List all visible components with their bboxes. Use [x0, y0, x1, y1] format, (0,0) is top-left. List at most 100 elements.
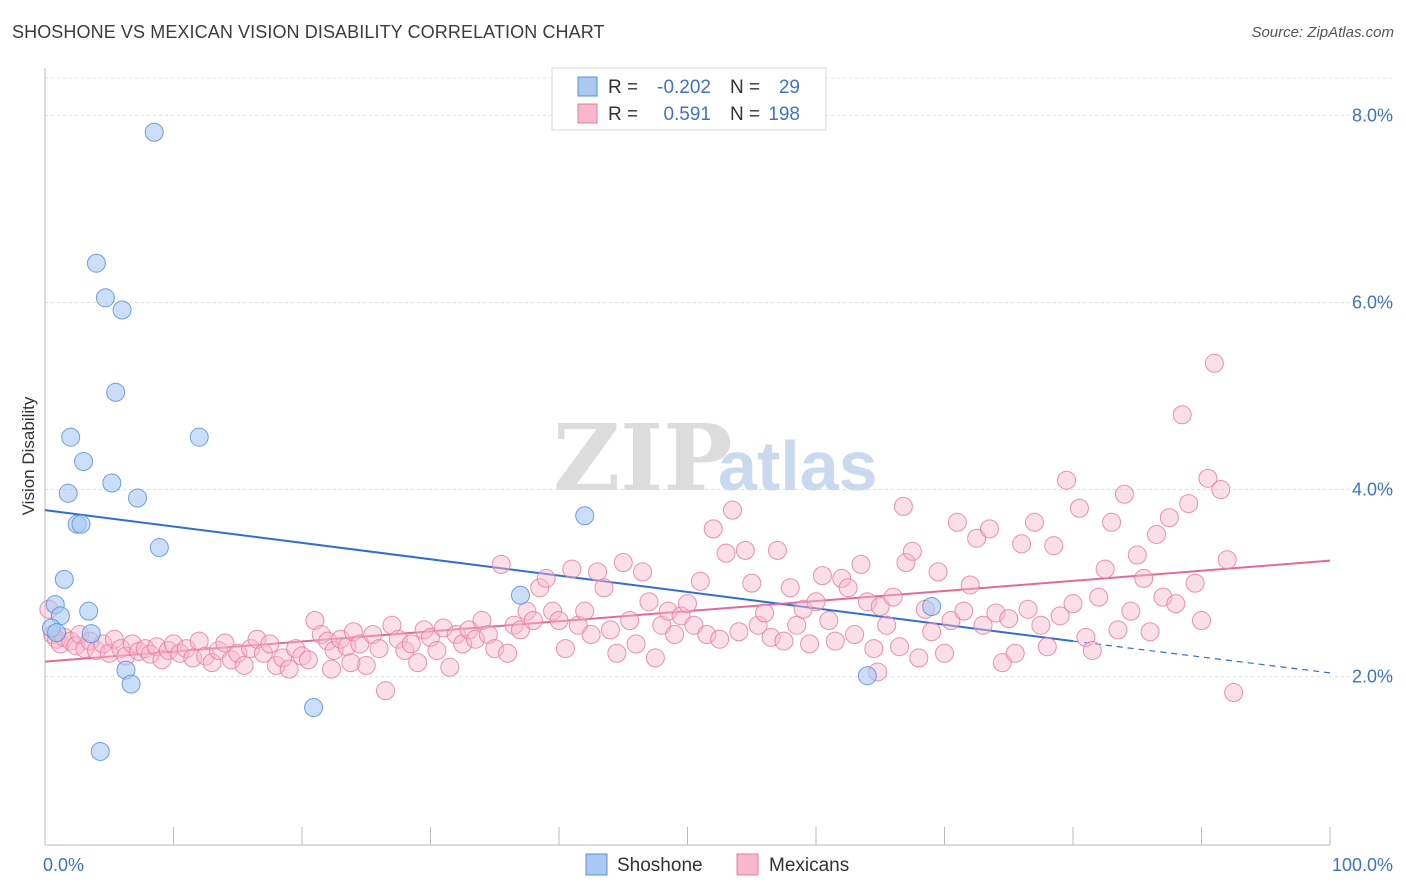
point-mexicans: [1082, 640, 1102, 660]
point-mexicans: [909, 648, 929, 668]
legend-n-label: N =: [730, 77, 760, 98]
x-tick-label: 0.0%: [43, 855, 84, 875]
point-mexicans: [979, 519, 999, 539]
point-mexicans: [665, 625, 685, 645]
legend-r-value: 0.591: [663, 104, 711, 125]
point-mexicans: [247, 629, 267, 649]
point-mexicans: [273, 648, 293, 668]
point-mexicans: [140, 644, 160, 664]
point-mexicans: [427, 640, 447, 660]
point-mexicans: [581, 625, 601, 645]
point-shoshone: [95, 288, 115, 308]
point-mexicans: [1172, 405, 1192, 425]
point-mexicans: [350, 634, 370, 654]
point-mexicans: [594, 578, 614, 598]
point-mexicans: [1114, 484, 1134, 504]
point-mexicans: [652, 615, 672, 635]
point-mexicans: [1179, 494, 1199, 514]
point-mexicans: [671, 606, 691, 626]
legend-r-value: -0.202: [657, 77, 711, 98]
point-mexicans: [870, 596, 890, 616]
point-shoshone: [128, 488, 148, 508]
point-mexicans: [992, 653, 1012, 673]
point-mexicans: [896, 553, 916, 573]
point-mexicans: [658, 601, 678, 621]
point-mexicans: [633, 562, 653, 582]
point-mexicans: [1198, 468, 1218, 488]
point-mexicans: [1121, 601, 1141, 621]
legend-swatch-shoshone: [585, 853, 608, 876]
point-mexicans: [973, 615, 993, 635]
point-mexicans: [832, 568, 852, 588]
point-mexicans: [104, 629, 124, 649]
legend-swatch-mexicans: [736, 853, 759, 876]
y-tick-label: 2.0%: [1352, 667, 1393, 687]
point-mexicans: [626, 634, 646, 654]
data-points: [39, 122, 1244, 761]
point-shoshone: [112, 300, 132, 320]
point-mexicans: [819, 611, 839, 631]
point-mexicans: [208, 640, 228, 660]
point-shoshone: [90, 741, 110, 761]
point-mexicans: [1012, 534, 1032, 554]
point-mexicans: [787, 615, 807, 635]
point-mexicans: [382, 615, 402, 635]
point-mexicans: [893, 496, 913, 516]
point-mexicans: [838, 578, 858, 598]
point-mexicans: [748, 615, 768, 635]
point-mexicans: [935, 643, 954, 663]
point-mexicans: [857, 592, 877, 612]
point-shoshone: [58, 483, 78, 503]
point-shoshone: [189, 427, 209, 447]
point-mexicans: [234, 655, 254, 675]
trend-line-shoshone: [44, 509, 1074, 643]
point-shoshone: [149, 538, 169, 558]
point-mexicans: [408, 653, 428, 673]
point-mexicans: [922, 622, 942, 642]
point-mexicans: [1050, 606, 1070, 626]
source-label: Source: ZipAtlas.com: [1251, 24, 1394, 41]
point-mexicans: [440, 657, 460, 677]
point-mexicans: [324, 640, 344, 660]
point-mexicans: [999, 609, 1019, 629]
point-mexicans: [890, 637, 910, 657]
point-mexicans: [253, 643, 273, 663]
point-shoshone: [106, 382, 126, 402]
point-mexicans: [620, 611, 640, 631]
point-mexicans: [825, 631, 845, 651]
y-tick-labels: 2.0% 4.0% 6.0% 8.0%: [1352, 105, 1393, 686]
legend-n-value: 198: [768, 104, 800, 125]
point-mexicans: [703, 519, 723, 539]
x-tick-label: 100.0%: [1332, 855, 1393, 875]
point-mexicans: [954, 601, 974, 621]
point-mexicans: [1185, 573, 1205, 593]
point-mexicans: [588, 562, 608, 582]
point-shoshone: [304, 698, 324, 718]
point-shoshone: [47, 623, 67, 643]
point-mexicans: [735, 540, 755, 560]
point-mexicans: [1108, 620, 1128, 640]
legend-label-mexicans: Mexicans: [769, 855, 849, 876]
point-mexicans: [1211, 480, 1231, 500]
point-mexicans: [164, 634, 183, 654]
point-shoshone: [61, 427, 81, 447]
point-mexicans: [967, 528, 987, 548]
point-mexicans: [806, 592, 826, 612]
point-mexicans: [99, 643, 119, 663]
point-mexicans: [135, 639, 155, 659]
point-mexicans: [536, 568, 556, 588]
point-mexicans: [755, 603, 775, 623]
point-mexicans: [1018, 599, 1038, 619]
point-mexicans: [1102, 512, 1122, 532]
point-mexicans: [1057, 470, 1077, 490]
point-mexicans: [947, 512, 967, 532]
point-mexicans: [286, 639, 306, 659]
point-mexicans: [414, 620, 434, 640]
watermark: ZIP atlas: [553, 404, 878, 512]
point-mexicans: [1095, 559, 1115, 579]
point-mexicans: [883, 587, 903, 607]
point-mexicans: [122, 634, 142, 654]
point-mexicans: [780, 578, 800, 598]
point-mexicans: [1044, 536, 1064, 556]
